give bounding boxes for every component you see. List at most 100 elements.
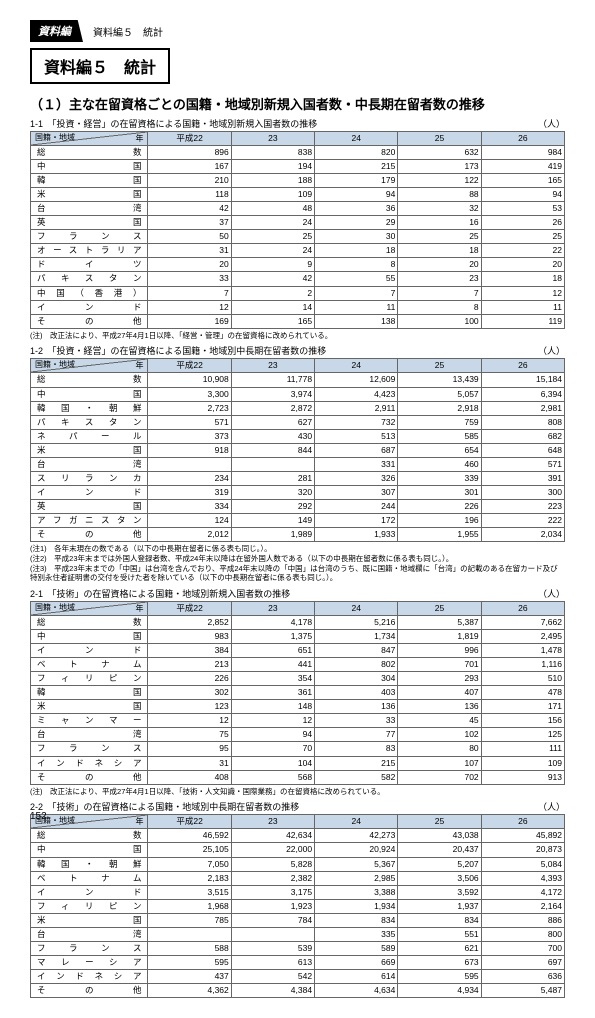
cell-value: 802	[315, 658, 398, 672]
table-row: その他169165138100119	[31, 314, 565, 328]
cell-value: 123	[148, 700, 231, 714]
cell-value: 12	[148, 300, 231, 314]
diagonal-header: 国籍・地域年	[31, 602, 148, 616]
cell-value: 83	[315, 742, 398, 756]
year-header: 25	[398, 132, 481, 146]
cell-value: 23	[398, 272, 481, 286]
cell-value: 37	[148, 216, 231, 230]
year-header: 24	[315, 359, 398, 373]
cell-value: 244	[315, 499, 398, 513]
row-label: インド	[31, 885, 148, 899]
cell-value: 1,478	[481, 644, 564, 658]
table-row: ベトナム2134418027011,116	[31, 658, 565, 672]
cell-value: 16	[398, 216, 481, 230]
table-row: 英国334292244226223	[31, 499, 565, 513]
cell-value: 80	[398, 742, 481, 756]
cell-value: 18	[315, 244, 398, 258]
cell-value: 568	[231, 770, 314, 784]
cell-value: 171	[481, 700, 564, 714]
cell-value: 384	[148, 644, 231, 658]
table-title: 1-2 「投資・経営」の在留資格による国籍・地域別中長期在留者数の推移	[30, 344, 326, 357]
cell-value: 430	[231, 429, 314, 443]
cell-value	[231, 457, 314, 471]
cell-value: 6,394	[481, 387, 564, 401]
cell-value: 20,873	[481, 843, 564, 857]
cell-value: 3,300	[148, 387, 231, 401]
cell-value: 913	[481, 770, 564, 784]
cell-value: 589	[315, 941, 398, 955]
cell-value: 226	[398, 499, 481, 513]
unit-label: （人）	[538, 117, 565, 130]
cell-value: 2,985	[315, 871, 398, 885]
cell-value: 42,273	[315, 829, 398, 843]
table-row: 台湾4248363253	[31, 202, 565, 216]
cell-value: 3,592	[398, 885, 481, 899]
cell-value: 12	[148, 714, 231, 728]
cell-value: 20,924	[315, 843, 398, 857]
cell-value: 4,178	[231, 616, 314, 630]
cell-value: 701	[398, 658, 481, 672]
cell-value: 2,382	[231, 871, 314, 885]
cell-value: 33	[315, 714, 398, 728]
cell-value: 234	[148, 471, 231, 485]
row-label: その他	[31, 770, 148, 784]
cell-value: 673	[398, 955, 481, 969]
header-subtitle: 資料編５ 統計	[93, 24, 163, 39]
cell-value: 5,057	[398, 387, 481, 401]
table-row: オーストラリア3124181822	[31, 244, 565, 258]
year-header: 平成22	[148, 815, 231, 829]
year-header: 23	[231, 132, 314, 146]
cell-value: 53	[481, 202, 564, 216]
cell-value: 26	[481, 216, 564, 230]
cell-value: 669	[315, 955, 398, 969]
table-title: 1-1 「投資・経営」の在留資格による国籍・地域別新規入国者数の推移	[30, 117, 317, 130]
year-header: 25	[398, 602, 481, 616]
cell-value: 2,723	[148, 401, 231, 415]
cell-value: 22,000	[231, 843, 314, 857]
cell-value: 571	[148, 415, 231, 429]
cell-value: 215	[315, 160, 398, 174]
cell-value: 107	[398, 756, 481, 770]
table-notes: (注1) 各年末現在の数である（以下の中長期在留者に係る表も同じ。）。(注2) …	[30, 544, 565, 583]
cell-value: 651	[231, 644, 314, 658]
year-header: 平成22	[148, 132, 231, 146]
cell-value: 102	[398, 728, 481, 742]
data-table: 国籍・地域年平成2223242526総数896838820632984中国167…	[30, 131, 565, 329]
cell-value: 983	[148, 630, 231, 644]
cell-value: 31	[148, 756, 231, 770]
cell-value: 1,955	[398, 527, 481, 541]
cell-value: 391	[481, 471, 564, 485]
cell-value: 2,981	[481, 401, 564, 415]
cell-value: 8	[398, 300, 481, 314]
cell-value: 5,367	[315, 857, 398, 871]
table-row: 総数896838820632984	[31, 146, 565, 160]
cell-value: 1,375	[231, 630, 314, 644]
year-header: 平成22	[148, 602, 231, 616]
cell-value: 441	[231, 658, 314, 672]
cell-value: 42,634	[231, 829, 314, 843]
table-row: 中国（香港）727712	[31, 286, 565, 300]
year-header: 26	[481, 359, 564, 373]
cell-value: 194	[231, 160, 314, 174]
row-label: 台湾	[31, 927, 148, 941]
cell-value: 5,828	[231, 857, 314, 871]
cell-value: 223	[481, 499, 564, 513]
row-label: フィリピン	[31, 672, 148, 686]
cell-value: 654	[398, 443, 481, 457]
cell-value: 43,038	[398, 829, 481, 843]
cell-value: 45	[398, 714, 481, 728]
data-table: 国籍・地域年平成2223242526総数10,90811,77812,60913…	[30, 358, 565, 542]
unit-label: （人）	[538, 587, 565, 600]
row-label: 台湾	[31, 457, 148, 471]
cell-value: 18	[398, 244, 481, 258]
cell-value: 886	[481, 913, 564, 927]
table-row: 韓国・朝鮮2,7232,8722,9112,9182,981	[31, 401, 565, 415]
cell-value: 29	[315, 216, 398, 230]
cell-value: 11,778	[231, 373, 314, 387]
cell-value: 4,934	[398, 983, 481, 997]
row-label: 米国	[31, 700, 148, 714]
cell-value: 109	[481, 756, 564, 770]
row-label: その他	[31, 314, 148, 328]
table-row: 米国123148136136171	[31, 700, 565, 714]
table-row: その他4,3624,3844,6344,9345,487	[31, 983, 565, 997]
